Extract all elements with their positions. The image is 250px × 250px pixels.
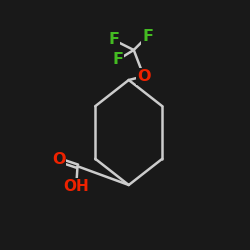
Text: F: F	[142, 29, 153, 44]
Text: O: O	[52, 152, 66, 168]
Text: OH: OH	[64, 179, 89, 194]
Text: O: O	[137, 69, 150, 84]
Text: F: F	[112, 52, 123, 68]
Text: F: F	[108, 32, 119, 48]
